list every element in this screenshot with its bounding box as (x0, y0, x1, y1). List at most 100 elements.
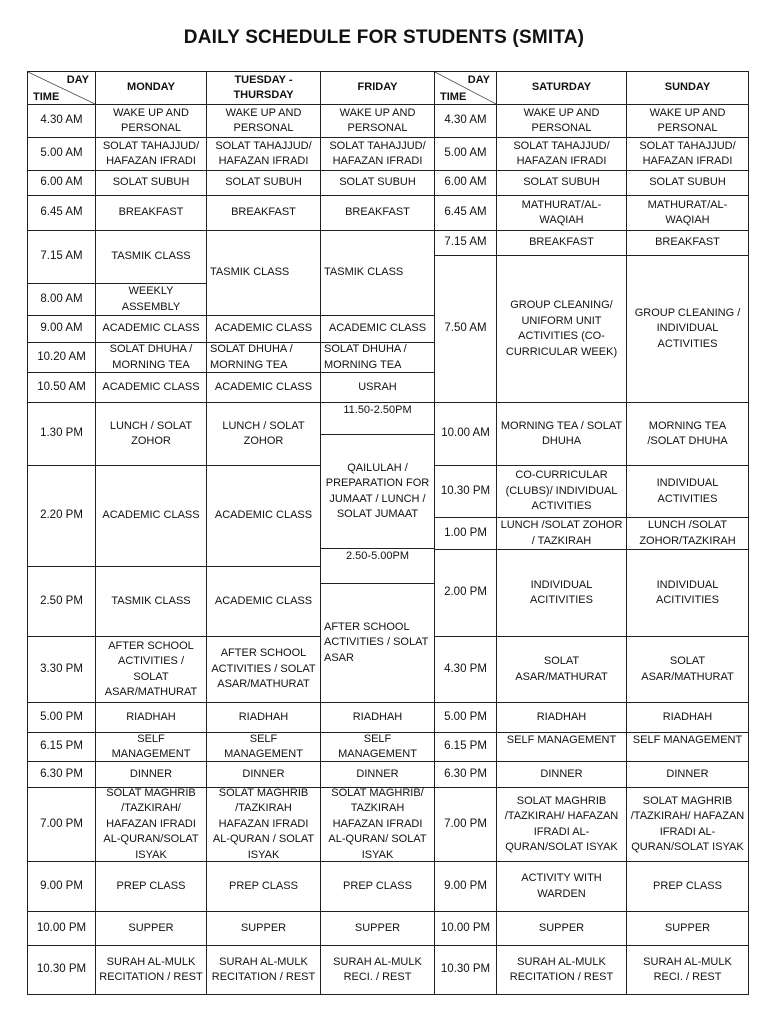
cell-text: 11.50-2.50PM (343, 404, 412, 416)
cell-text: 5.00 PM (444, 710, 487, 723)
time-cell: 7.00 PM (434, 787, 497, 862)
saturday-cell: WAKE UP AND PERSONAL (496, 104, 627, 138)
cell-text: ACADEMIC CLASS (102, 509, 200, 522)
diagonal-divider (28, 72, 95, 104)
cell-text: SUPPER (354, 921, 401, 934)
sunday-cell: INDIVIDUAL ACTIVITIES (626, 465, 749, 518)
time-cell: 2.00 PM (434, 549, 497, 637)
monday-cell: ACADEMIC CLASS (95, 465, 207, 567)
cell-text: 1.00 PM (444, 526, 487, 539)
friday-cell: DINNER (320, 761, 435, 788)
cell-text: SOLAT MAGHRIB /TAZKIRAH/ HAFAZAN IFRADI … (630, 794, 745, 854)
cell-text: SOLAT ASAR/MATHURAT (641, 655, 734, 683)
sunday-cell: MATHURAT/AL-WAQIAH (626, 195, 749, 231)
saturday-cell: RIADHAH (496, 702, 627, 733)
cell-text: SOLAT DHUHA / MORNING TEA (324, 343, 407, 371)
time-cell: 3.30 PM (27, 636, 96, 703)
cell-text: SOLAT TAHAJJUD/ HAFAZAN IFRADI (639, 139, 736, 168)
cell-text: SOLAT ASAR/MATHURAT (515, 655, 608, 683)
cell-text: LUNCH / SOLAT ZOHOR (222, 419, 305, 448)
tue-thu-cell: ACADEMIC CLASS (206, 465, 321, 567)
cell-text: MORNING TEA / SOLAT DHUHA (500, 419, 623, 448)
monday-cell: LUNCH / SOLAT ZOHOR (95, 402, 207, 466)
cell-text: SUPPER (538, 921, 585, 934)
cell-text: 6.30 PM (444, 767, 487, 780)
cell-text: GROUP CLEANING/ UNIFORM UNIT ACTIVITIES … (505, 299, 618, 358)
tue-thu-cell: SELF MANAGEMENT (206, 732, 321, 762)
saturday-cell: SURAH AL-MULK RECITATION / REST (496, 945, 627, 995)
cell-text: 7.50 AM (444, 322, 487, 335)
monday-cell: RIADHAH (95, 702, 207, 733)
cell-text: 8.00 AM (40, 292, 83, 305)
tue-thu-cell: SURAH AL-MULK RECITATION / REST (206, 945, 321, 995)
saturday-cell: ACTIVITY WITH WARDEN (496, 861, 627, 912)
header-label: MONDAY (127, 81, 175, 94)
cell-text: SOLAT DHUHA / MORNING TEA (109, 343, 193, 371)
cell-text: AFTER SCHOOL ACTIVITIES / SOLAT ASAR/MAT… (104, 639, 198, 699)
time-cell: 9.00 PM (27, 861, 96, 912)
cell-text: 10.20 AM (37, 350, 86, 363)
cell-text: MATHURAT/AL-WAQIAH (647, 198, 728, 227)
cell-text: 10.50 AM (37, 380, 86, 393)
friday-cell: SURAH AL-MULK RECI. / REST (320, 945, 435, 995)
friday-cell: SOLAT DHUHA / MORNING TEA (320, 342, 435, 373)
cell-text: SUPPER (664, 921, 711, 934)
cell-text: 10.00 PM (36, 921, 87, 934)
cell-text: 10.00 PM (440, 921, 491, 934)
cell-text: SELF MANAGEMENT (632, 734, 743, 746)
cell-text: ACADEMIC CLASS (328, 322, 427, 335)
tue-thu-cell: ACADEMIC CLASS (206, 566, 321, 637)
cell-text: INDIVIDUAL ACITIVITIES (530, 578, 593, 607)
saturday-cell: GROUP CLEANING/ UNIFORM UNIT ACTIVITIES … (496, 255, 627, 403)
time-cell: 6.00 AM (27, 170, 96, 196)
cell-text: SOLAT MAGHRIB /TAZKIRAH/ HAFAZAN IFRADI … (504, 794, 619, 854)
tue-thu-cell: PREP CLASS (206, 861, 321, 912)
day-label: DAY (66, 74, 89, 86)
cell-text: LUNCH / SOLAT ZOHOR (109, 419, 193, 448)
cell-text: SOLAT TAHAJJUD/ HAFAZAN IFRADI (513, 139, 610, 168)
cell-text: SELF MANAGEMENT (224, 732, 303, 761)
friday-cell: ACADEMIC CLASS (320, 315, 435, 343)
monday-cell: SOLAT TAHAJJUD/ HAFAZAN IFRADI (95, 137, 207, 171)
cell-text: 6.15 PM (40, 740, 83, 753)
friday-cell: AFTER SCHOOL ACTIVITIES / SOLAT ASAR (320, 583, 435, 703)
tue-thu-cell: WAKE UP AND PERSONAL (206, 104, 321, 138)
cell-text: BREAKFAST (345, 206, 410, 219)
saturday-cell: SOLAT MAGHRIB /TAZKIRAH/ HAFAZAN IFRADI … (496, 787, 627, 862)
sunday-cell: DINNER (626, 761, 749, 788)
time-cell: 7.50 AM (434, 255, 497, 403)
cell-text: DINNER (666, 767, 709, 780)
cell-text: SURAH AL-MULK RECITATION / REST (509, 955, 614, 984)
cell-text: SUPPER (240, 921, 287, 934)
cell-text: 6.00 AM (40, 176, 83, 189)
cell-text: RIADHAH (238, 710, 289, 723)
cell-text: TASMIK CLASS (111, 250, 191, 263)
monday-cell: SOLAT SUBUH (95, 170, 207, 196)
time-cell: 7.00 PM (27, 787, 96, 862)
time-cell: 7.15 AM (434, 230, 497, 256)
cell-text: SELF MANAGEMENT (111, 732, 191, 761)
time-cell: 5.00 AM (434, 137, 497, 171)
cell-text: SOLAT MAGHRIB /TAZKIRAH HAFAZAN IFRADI A… (212, 786, 315, 861)
sunday-cell: PREP CLASS (626, 861, 749, 912)
time-cell: 10.30 PM (27, 945, 96, 995)
cell-text: SOLAT SUBUH (649, 176, 726, 189)
cell-text: 2.50 PM (40, 594, 83, 607)
saturday-cell: DINNER (496, 761, 627, 788)
tue-thu-cell: SUPPER (206, 911, 321, 946)
saturday-cell: BREAKFAST (496, 230, 627, 256)
time-cell: 6.15 PM (27, 732, 96, 762)
cell-text: 7.00 PM (444, 817, 487, 830)
cell-text: 9.00 AM (40, 322, 83, 335)
cell-text: LUNCH /SOLAT ZOHOR / TAZKIRAH (500, 519, 623, 547)
friday-cell: WAKE UP AND PERSONAL (320, 104, 435, 138)
saturday-cell: MORNING TEA / SOLAT DHUHA (496, 402, 627, 466)
friday-cell: USRAH (320, 372, 435, 403)
cell-text: SOLAT SUBUH (523, 176, 600, 189)
header-label: SATURDAY (531, 81, 592, 94)
header-friday: FRIDAY (320, 71, 435, 105)
time-cell: 4.30 PM (434, 636, 497, 703)
monday-cell: WAKE UP AND PERSONAL (95, 104, 207, 138)
monday-cell: TASMIK CLASS (95, 230, 207, 284)
time-cell: 10.20 AM (27, 342, 96, 373)
